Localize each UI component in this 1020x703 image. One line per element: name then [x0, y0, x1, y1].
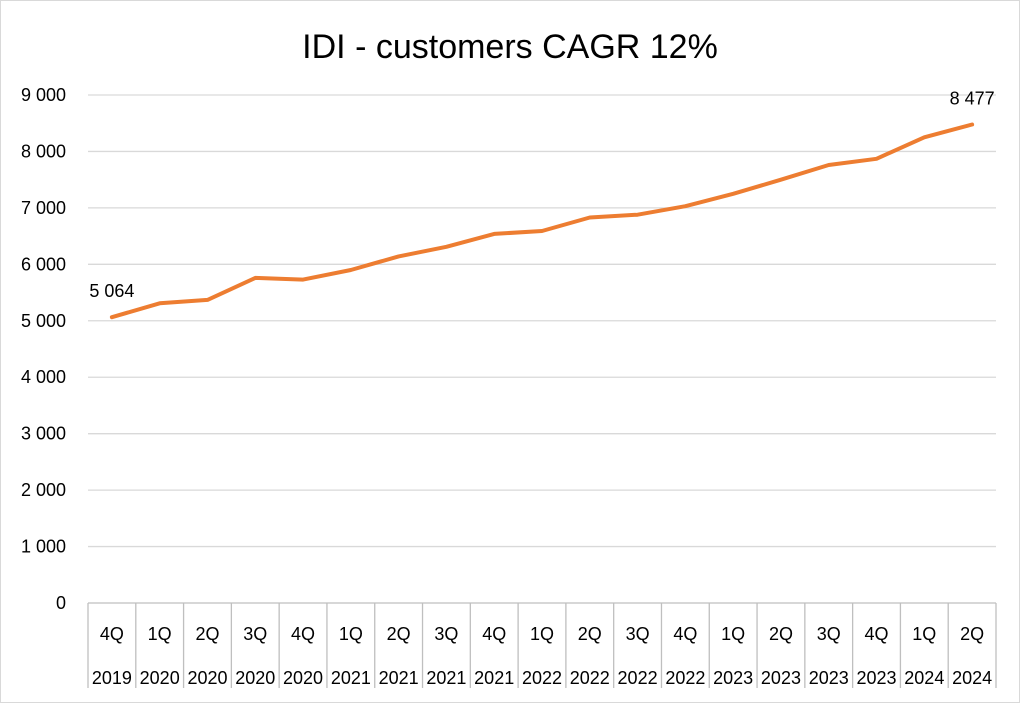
x-tick-quarter-label: 4Q — [482, 624, 506, 644]
x-tick-quarter-label: 1Q — [530, 624, 554, 644]
y-tick-label: 7 000 — [21, 198, 66, 218]
data-label: 5 064 — [89, 281, 134, 301]
x-tick-year-label: 2022 — [522, 668, 562, 688]
x-tick-year-label: 2023 — [761, 668, 801, 688]
x-tick-year-label: 2023 — [857, 668, 897, 688]
data-labels: 5 064 8 477 — [89, 89, 994, 302]
x-tick-quarter-label: 3Q — [434, 624, 458, 644]
x-tick-quarter-label: 1Q — [912, 624, 936, 644]
x-tick-quarter-label: 1Q — [339, 624, 363, 644]
x-tick-quarter-label: 3Q — [817, 624, 841, 644]
y-tick-label: 6 000 — [21, 254, 66, 274]
x-tick-quarter-label: 2Q — [769, 624, 793, 644]
series-line-group — [109, 122, 975, 320]
x-tick-year-label: 2022 — [665, 668, 705, 688]
x-tick-year-label: 2020 — [283, 668, 323, 688]
x-tick-quarter-label: 4Q — [291, 624, 315, 644]
x-tick-quarter-label: 4Q — [865, 624, 889, 644]
series-line — [109, 122, 975, 320]
chart-title: IDI - customers CAGR 12% — [302, 28, 718, 66]
x-tick-year-label: 2021 — [474, 668, 514, 688]
y-tick-label: 9 000 — [21, 85, 66, 105]
y-axis-ticks: 0 1 000 2 000 3 000 4 000 5 000 6 000 7 000 8 00… — [21, 85, 66, 613]
x-tick-year-label: 2019 — [92, 668, 132, 688]
y-tick-label: 1 000 — [21, 537, 66, 557]
x-tick-year-label: 2020 — [140, 668, 180, 688]
x-tick-quarter-label: 2Q — [960, 624, 984, 644]
y-tick-label: 3 000 — [21, 424, 66, 444]
x-axis: 4Q 2019 1Q 2020 2Q 2020 3Q 2020 4Q 2020 1Q 2021 2Q 20… — [87, 602, 997, 688]
x-tick-year-label: 2024 — [952, 668, 992, 688]
x-tick-year-label: 2021 — [331, 668, 371, 688]
x-tick-quarter-label: 2Q — [387, 624, 411, 644]
y-tick-label: 5 000 — [21, 311, 66, 331]
x-tick-year-label: 2021 — [426, 668, 466, 688]
x-tick-year-label: 2024 — [904, 668, 944, 688]
x-tick-year-label: 2023 — [713, 668, 753, 688]
x-tick-quarter-label: 2Q — [578, 624, 602, 644]
x-tick-quarter-label: 4Q — [673, 624, 697, 644]
x-tick-year-label: 2020 — [235, 668, 275, 688]
x-tick-quarter-label: 3Q — [626, 624, 650, 644]
x-tick-year-label: 2022 — [618, 668, 658, 688]
y-tick-label: 4 000 — [21, 367, 66, 387]
x-tick-year-label: 2021 — [379, 668, 419, 688]
y-tick-label: 0 — [56, 593, 66, 613]
x-tick-quarter-label: 1Q — [721, 624, 745, 644]
x-tick-quarter-label: 1Q — [148, 624, 172, 644]
data-label: 8 477 — [950, 89, 995, 109]
y-tick-label: 8 000 — [21, 141, 66, 161]
x-tick-year-label: 2022 — [570, 668, 610, 688]
gridlines — [88, 94, 996, 548]
x-tick-quarter-label: 4Q — [100, 624, 124, 644]
x-tick-year-label: 2020 — [187, 668, 227, 688]
y-tick-label: 2 000 — [21, 480, 66, 500]
x-tick-quarter-label: 2Q — [195, 624, 219, 644]
x-tick-quarter-label: 3Q — [243, 624, 267, 644]
x-tick-year-label: 2023 — [809, 668, 849, 688]
